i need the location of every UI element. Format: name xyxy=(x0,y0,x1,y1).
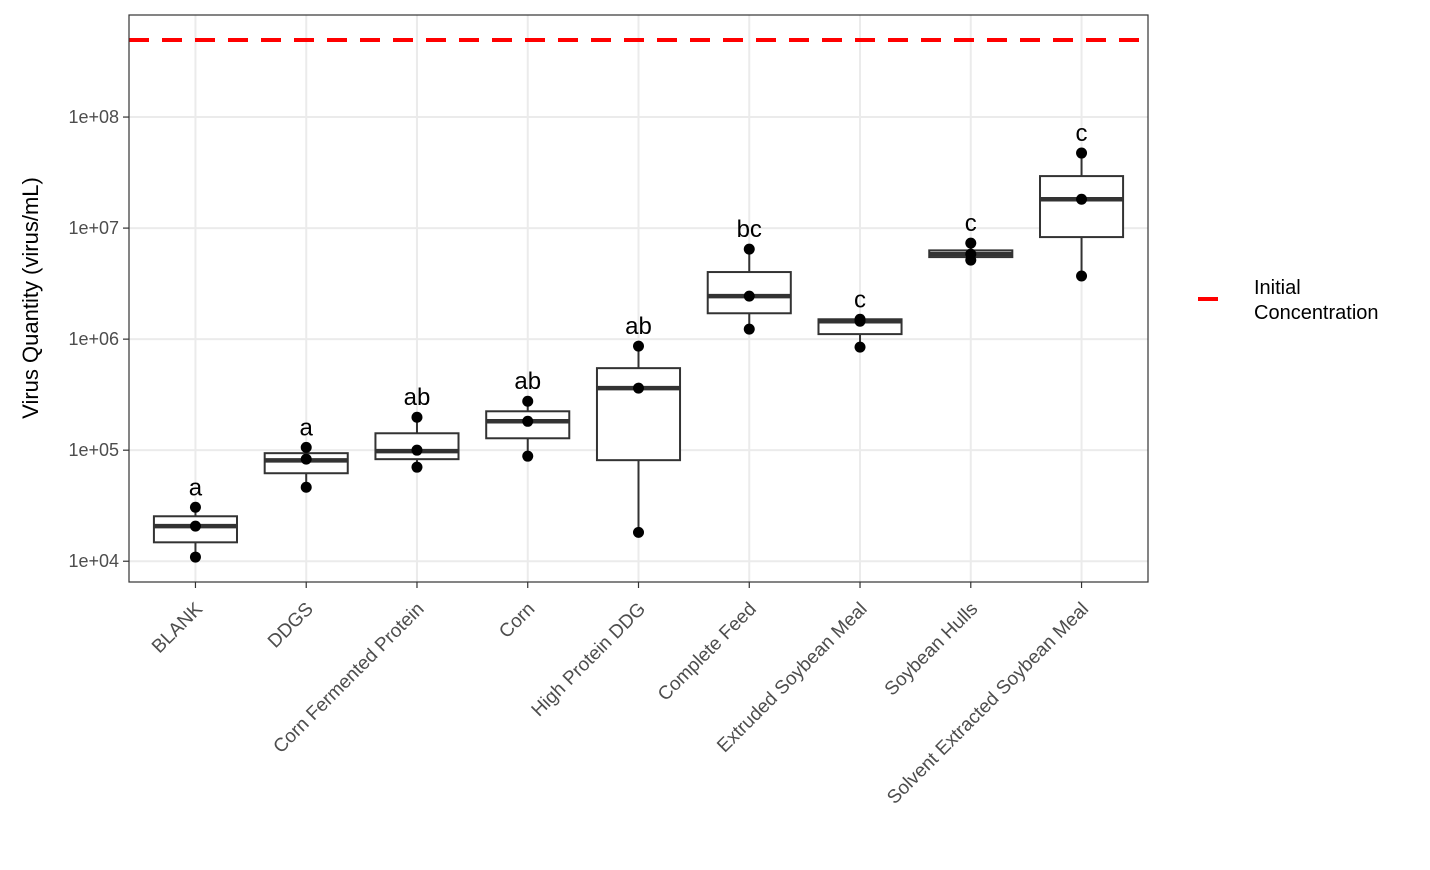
box xyxy=(595,367,682,462)
letter: c xyxy=(965,210,977,237)
letter: ab xyxy=(514,368,541,395)
y-axis-title: Virus Quantity (virus/mL) xyxy=(18,177,43,419)
point xyxy=(300,453,312,465)
point xyxy=(189,501,201,513)
point xyxy=(743,290,755,302)
point xyxy=(411,444,423,456)
point xyxy=(522,450,534,462)
point xyxy=(854,315,866,327)
point xyxy=(189,520,201,532)
point xyxy=(411,461,423,473)
y-tick-label: 1e+04 xyxy=(68,551,119,571)
box xyxy=(1039,175,1125,239)
letter: c xyxy=(854,286,866,313)
x-tick-label: DDGS xyxy=(264,599,318,653)
y-tick-label: 1e+07 xyxy=(68,218,119,238)
x-tick-label: BLANK xyxy=(148,598,207,657)
plot-border xyxy=(128,14,1149,583)
point xyxy=(522,395,534,407)
x-tick-label: Corn xyxy=(495,599,539,643)
letter: c xyxy=(1076,120,1088,147)
x-tick-label: Solvent Extracted Soybean Meal xyxy=(883,599,1093,809)
y-tick-label: 1e+06 xyxy=(68,329,119,349)
x-tick-label: Soybean Hulls xyxy=(881,599,982,700)
letter: ab xyxy=(625,313,652,340)
point xyxy=(411,411,423,423)
point xyxy=(633,340,644,352)
letter: bc xyxy=(737,216,762,243)
point xyxy=(743,243,755,255)
letter: ab xyxy=(404,384,431,411)
x-tick-label: Complete Feed xyxy=(654,599,761,706)
point xyxy=(965,237,977,249)
point xyxy=(633,526,644,538)
point xyxy=(854,341,866,353)
point xyxy=(1076,193,1088,205)
point xyxy=(300,441,312,453)
point xyxy=(300,481,312,493)
point xyxy=(189,551,201,563)
point xyxy=(1076,270,1088,282)
x-tick-label: High Protein DDG xyxy=(528,599,650,721)
y-tick-label: 1e+05 xyxy=(68,440,119,460)
legend-label: Initial Concentration xyxy=(1254,277,1379,324)
letter: a xyxy=(189,474,203,501)
point xyxy=(522,415,534,427)
letter: a xyxy=(300,414,314,441)
point xyxy=(1076,147,1088,159)
y-tick-label: 1e+08 xyxy=(68,107,119,127)
point xyxy=(743,323,755,335)
point xyxy=(633,382,644,394)
point xyxy=(965,254,977,266)
